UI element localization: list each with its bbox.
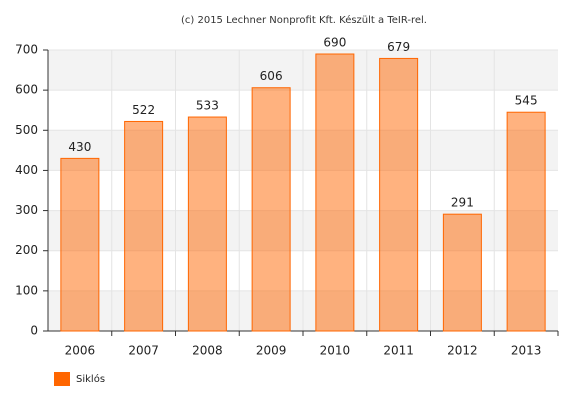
bar	[124, 120, 164, 332]
y-tick-label: 300	[15, 203, 38, 217]
x-tick-label: 2011	[383, 344, 414, 358]
x-tick-label: 2007	[128, 344, 159, 358]
x-tick-label: 2006	[65, 344, 96, 358]
data-label: 522	[132, 103, 155, 117]
bar	[251, 87, 291, 332]
y-tick-label: 600	[15, 83, 38, 97]
data-label: 291	[451, 196, 474, 210]
x-tick-label: 2010	[320, 344, 351, 358]
bar	[442, 213, 482, 332]
y-tick-label: 400	[15, 163, 38, 177]
x-tick-label: 2012	[447, 344, 478, 358]
bar	[315, 53, 355, 332]
x-tick-label: 2009	[256, 344, 287, 358]
legend-label: Siklós	[76, 373, 105, 385]
bar	[379, 57, 419, 332]
bar	[60, 157, 100, 332]
x-tick-label: 2008	[192, 344, 223, 358]
data-label: 606	[260, 69, 283, 83]
y-tick-label: 200	[15, 243, 38, 257]
y-tick-label: 500	[15, 123, 38, 137]
x-tick-label: 2013	[511, 344, 542, 358]
y-tick-label: 100	[15, 283, 38, 297]
legend-swatch	[54, 372, 70, 386]
y-tick-label: 700	[15, 43, 38, 57]
data-label: 545	[515, 94, 538, 108]
bar	[187, 116, 227, 332]
data-label: 679	[387, 40, 410, 54]
data-label: 690	[323, 36, 346, 50]
y-tick-label: 0	[30, 324, 38, 338]
chart-title: (c) 2015 Lechner Nonprofit Kft. Készült …	[181, 14, 427, 26]
data-label: 430	[68, 140, 91, 154]
bar	[506, 111, 546, 332]
data-label: 533	[196, 99, 219, 113]
